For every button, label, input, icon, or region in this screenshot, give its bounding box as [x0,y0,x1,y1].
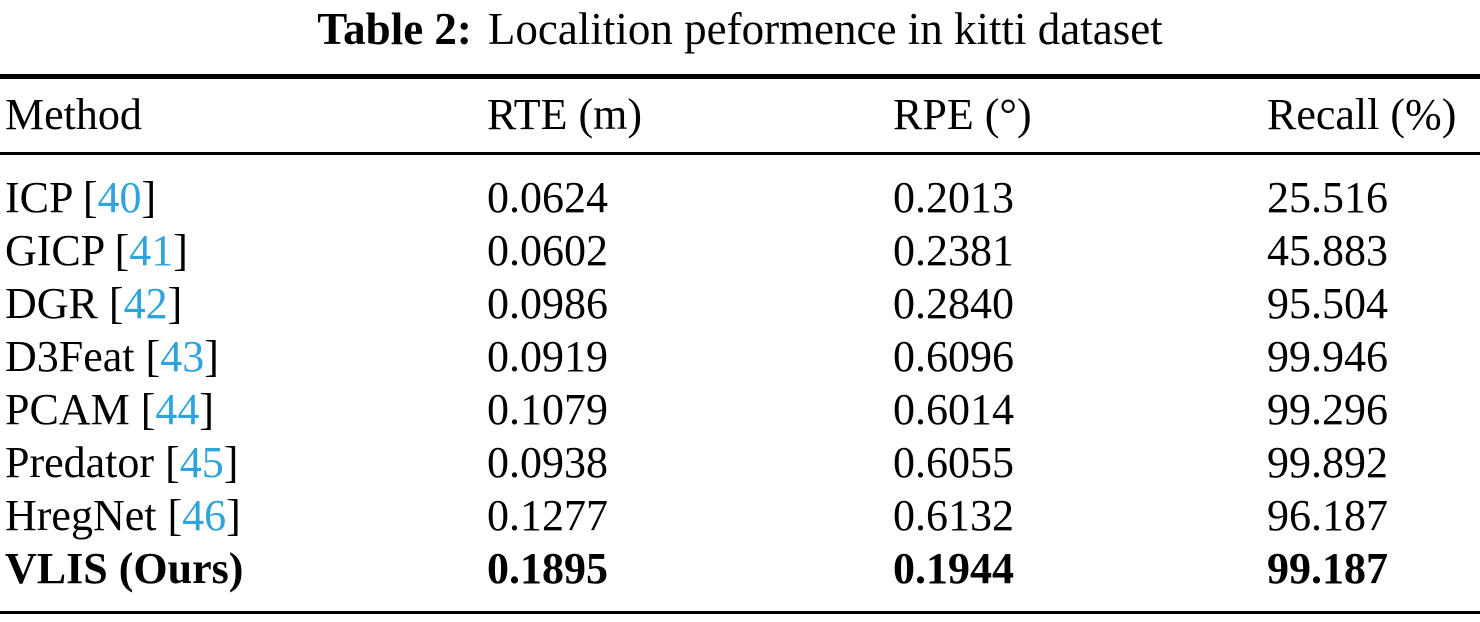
recall-value: 99.946 [1267,332,1388,381]
citation: [40] [71,173,157,222]
column-header-method: Method [5,90,142,139]
rpe-value: 0.6055 [893,438,1014,487]
recall-value: 25.516 [1267,173,1388,222]
citation: [46] [156,491,241,540]
method-name: PCAM [5,385,130,434]
citation-link[interactable]: 44 [155,385,200,434]
method-cell: GICP [41] [5,224,487,277]
rte-value: 0.0938 [487,438,608,487]
method-name: VLIS (Ours) [5,544,244,593]
citation: [41] [103,226,188,275]
table-header-row: Method RTE (m) RPE (°) Recall (%) [0,79,1480,152]
table-bottom-rule [0,611,1480,614]
method-name: Predator [5,438,155,487]
column-header-rpe: RPE (°) [893,90,1032,139]
column-header-rte: RTE (m) [487,90,642,139]
rpe-value: 0.2381 [893,226,1014,275]
table-row: HregNet [46] 0.1277 0.6132 96.187 [0,489,1480,542]
method-cell: VLIS (Ours) [5,542,487,595]
recall-value: 99.892 [1267,438,1388,487]
citation: [42] [97,279,183,328]
method-cell: HregNet [46] [5,489,487,542]
table-top-rule [0,74,1480,79]
citation-link[interactable]: 40 [97,173,142,222]
table-body: ICP [40] 0.0624 0.2013 25.516 GICP [41] … [0,155,1480,611]
table-row: VLIS (Ours) 0.1895 0.1944 99.187 [0,542,1480,595]
rpe-value: 0.1944 [893,544,1014,593]
method-cell: D3Feat [43] [5,330,487,383]
citation: [45] [154,438,239,487]
rpe-value: 0.6132 [893,491,1014,540]
recall-value: 45.883 [1267,226,1388,275]
table-caption-text: Localition peformence in kitti dataset [487,4,1163,54]
table-caption: Table 2: Localition peformence in kitti d… [0,0,1480,74]
column-header-recall: Recall (%) [1267,90,1457,139]
citation: [43] [134,332,219,381]
method-cell: PCAM [44] [5,383,487,436]
rte-value: 0.1277 [487,491,608,540]
rte-value: 0.0602 [487,226,608,275]
rte-value: 0.0624 [487,173,608,222]
method-cell: DGR [42] [5,277,487,330]
rte-value: 0.0986 [487,279,608,328]
rte-value: 0.1895 [487,544,608,593]
table-row: DGR [42] 0.0986 0.2840 95.504 [0,277,1480,330]
table-row: D3Feat [43] 0.0919 0.6096 99.946 [0,330,1480,383]
citation-link[interactable]: 42 [123,279,168,328]
table-header-rule [0,152,1480,155]
method-cell: ICP [40] [5,171,487,224]
rpe-value: 0.2840 [893,279,1014,328]
recall-value: 99.187 [1267,544,1388,593]
citation: [44] [129,385,215,434]
rpe-value: 0.6014 [893,385,1014,434]
table-row: Predator [45] 0.0938 0.6055 99.892 [0,436,1480,489]
citation-link[interactable]: 45 [179,438,224,487]
citation-link[interactable]: 43 [160,332,205,381]
recall-value: 96.187 [1267,491,1388,540]
citation-link[interactable]: 41 [129,226,174,275]
method-name: GICP [5,226,104,275]
table-row: PCAM [44] 0.1079 0.6014 99.296 [0,383,1480,436]
rte-value: 0.1079 [487,385,608,434]
method-name: ICP [5,173,72,222]
rpe-value: 0.6096 [893,332,1014,381]
table-row: GICP [41] 0.0602 0.2381 45.883 [0,224,1480,277]
method-name: DGR [5,279,98,328]
method-name: HregNet [5,491,157,540]
method-name: D3Feat [5,332,135,381]
rpe-value: 0.2013 [893,173,1014,222]
table-caption-label: Table 2: [317,4,472,54]
table-row: ICP [40] 0.0624 0.2013 25.516 [0,171,1480,224]
rte-value: 0.0919 [487,332,608,381]
recall-value: 99.296 [1267,385,1388,434]
method-cell: Predator [45] [5,436,487,489]
citation-link[interactable]: 46 [182,491,227,540]
recall-value: 95.504 [1267,279,1388,328]
